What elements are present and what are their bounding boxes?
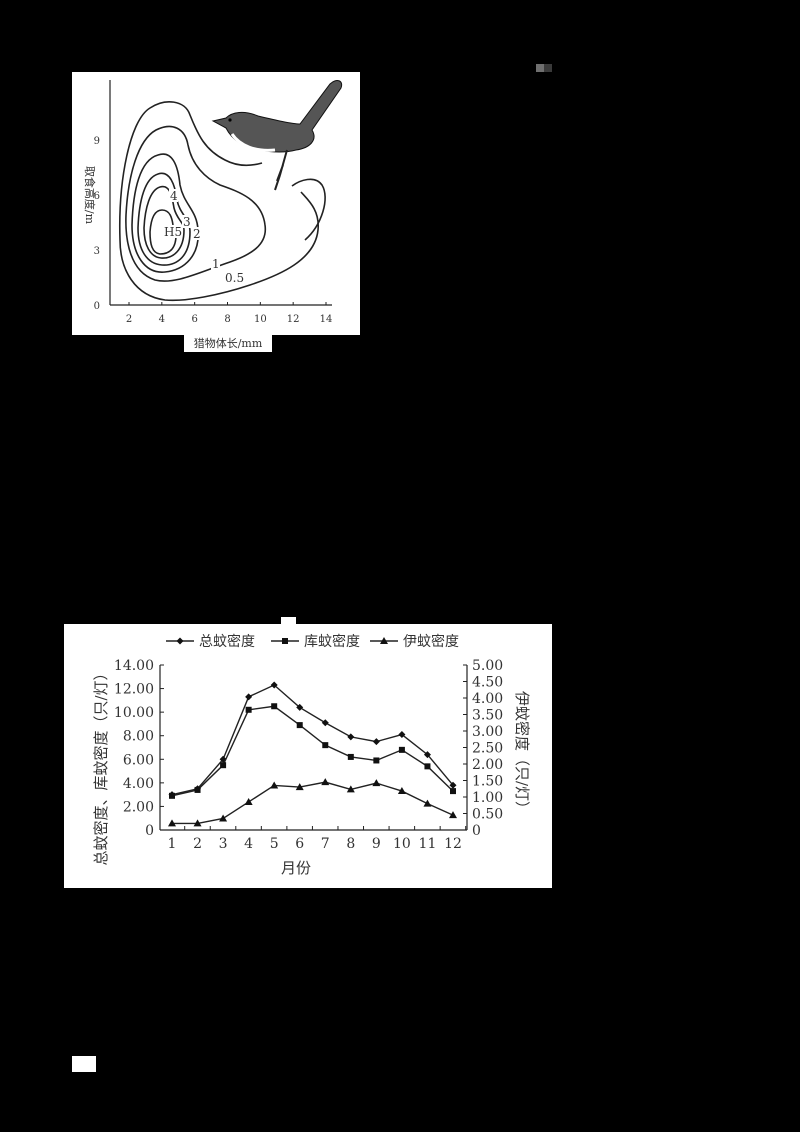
chart-series: [168, 681, 457, 827]
x-tick-label: 4: [244, 836, 253, 852]
right-y-tick-label: 2.50: [472, 741, 503, 757]
y-tick-label: 9: [94, 136, 100, 147]
chart-legend: 总蚊密度 库蚊密度 伊蚊密度: [166, 633, 459, 650]
mark-light: [536, 64, 544, 72]
right-y-tick-label: 1.00: [472, 790, 503, 806]
left-y-tick-label: 8.00: [123, 729, 154, 745]
x-tick-label: 10: [254, 314, 267, 325]
left-y-tick-label: 12.00: [114, 682, 154, 698]
x-tick-label: 6: [295, 836, 304, 852]
mark-dark: [544, 64, 552, 72]
legend-label: 总蚊密度: [199, 633, 255, 650]
x-tick-label: 2: [193, 836, 202, 852]
contour-level-label: 3: [183, 215, 191, 229]
y-tick-label: 0: [94, 301, 100, 312]
contour-level-labels: 0.5 1 234 H5: [163, 189, 247, 285]
right-y-tick-label: 4.00: [472, 691, 503, 707]
right-y-tick-label: 1.50: [472, 774, 503, 790]
contour-level-label: 2: [193, 227, 201, 241]
page-number-box: [72, 1056, 96, 1072]
x-tick-label: 6: [191, 314, 197, 325]
right-y-tick-label: 2.00: [472, 757, 503, 773]
series-square: [169, 703, 456, 799]
left-y-tick-label: 2.00: [123, 799, 154, 815]
chart-axes: 02.004.006.008.0010.0012.0014.0000.501.0…: [92, 658, 531, 877]
right-y-tick-label: 3.00: [472, 724, 503, 740]
right-y-axis-label: 伊蚊密度（只/灯）: [513, 691, 531, 816]
scan-artifact-mark: [536, 64, 552, 72]
line-chart-notch: [281, 617, 296, 625]
x-tick-label: 10: [393, 836, 411, 852]
x-tick-label: 12: [287, 314, 300, 325]
left-y-tick-label: 6.00: [123, 752, 154, 768]
x-tick-label: 14: [320, 314, 333, 325]
x-tick-label: 2: [126, 314, 132, 325]
x-tick-label: 4: [159, 314, 165, 325]
x-tick-label: 1: [168, 836, 177, 852]
x-tick-label: 8: [224, 314, 230, 325]
contour-level-label: 1: [212, 257, 220, 271]
mosquito-density-chart: 总蚊密度 库蚊密度 伊蚊密度 02.004.006.008.0010.0012.00…: [92, 633, 531, 877]
contour-level-label: H5: [164, 225, 182, 239]
legend-item: 伊蚊密度: [370, 633, 459, 650]
right-y-tick-label: 3.50: [472, 708, 503, 724]
contour-level-label: 0.5: [225, 271, 244, 285]
x-axis-label: 猎物体长/mm: [194, 336, 263, 350]
bird-illustration-icon: [211, 80, 343, 191]
right-y-tick-label: 0: [472, 823, 481, 839]
left-y-tick-label: 4.00: [123, 776, 154, 792]
contour-line: [131, 153, 199, 273]
contour-line: [118, 101, 319, 302]
left-y-axis-label: 总蚊密度、库蚊密度（只/灯）: [92, 665, 110, 865]
legend-item: 库蚊密度: [271, 633, 360, 650]
x-tick-label: 12: [444, 836, 462, 852]
x-tick-label: 7: [321, 836, 330, 852]
right-y-tick-label: 0.50: [472, 807, 503, 823]
legend-label: 库蚊密度: [304, 633, 360, 650]
x-tick-label: 9: [372, 836, 381, 852]
left-y-tick-label: 0: [145, 823, 154, 839]
y-axis-label: 取食高度/m: [83, 166, 97, 225]
y-tick-label: 6: [94, 191, 100, 202]
series-diamond: [168, 681, 457, 799]
y-tick-label: 3: [94, 246, 100, 257]
legend-label: 伊蚊密度: [403, 633, 459, 650]
x-tick-label: 11: [419, 836, 437, 852]
contour-line: [137, 172, 191, 266]
x-tick-label: 5: [270, 836, 279, 852]
right-y-tick-label: 4.50: [472, 675, 503, 691]
contour-xlabel-tab: [184, 335, 272, 352]
contour-line: [291, 178, 326, 241]
x-tick-label: 8: [346, 836, 355, 852]
contour-level-label: 4: [170, 189, 178, 203]
contour-line: [143, 185, 185, 259]
right-y-tick-label: 5.00: [472, 658, 503, 674]
left-y-tick-label: 10.00: [114, 705, 154, 721]
legend-item: 总蚊密度: [166, 633, 255, 650]
contour-lines: [118, 101, 326, 302]
series-triangle: [168, 778, 457, 827]
line-chart-panel: [64, 624, 552, 888]
left-y-tick-label: 14.00: [114, 658, 154, 674]
x-axis-label: 月份: [281, 859, 311, 877]
x-tick-label: 3: [219, 836, 228, 852]
